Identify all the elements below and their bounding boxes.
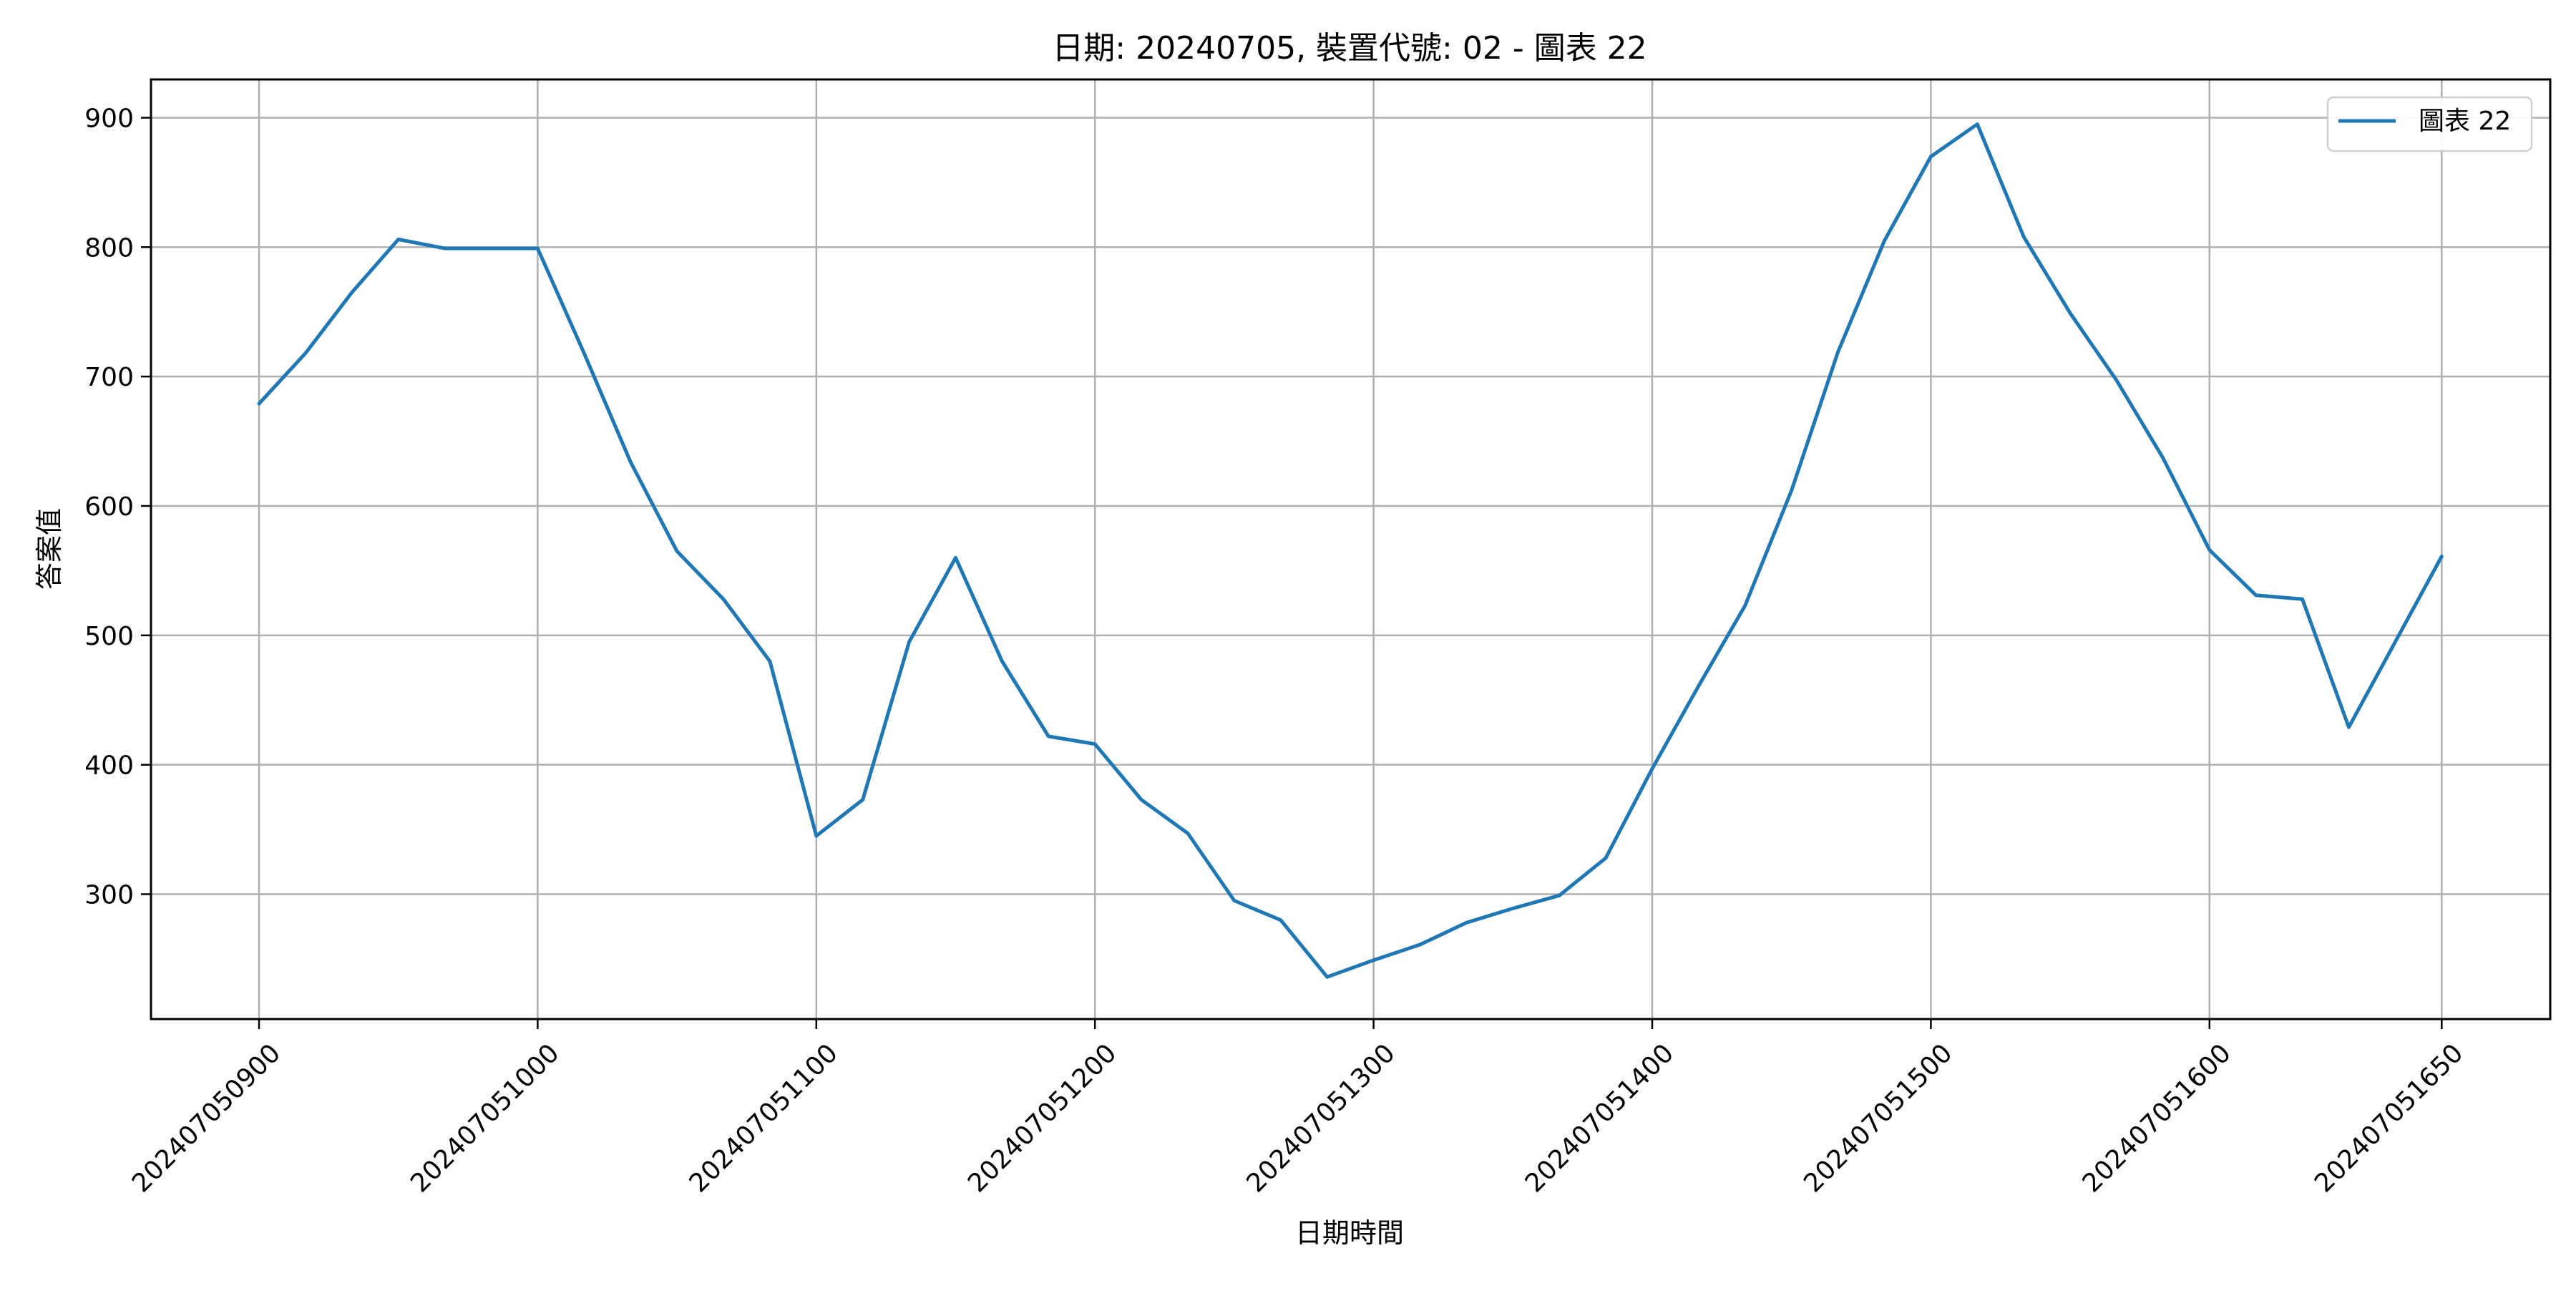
data-point bbox=[1464, 920, 1468, 925]
data-point bbox=[1975, 122, 1979, 127]
data-point bbox=[1186, 832, 1190, 836]
data-point bbox=[2114, 379, 2119, 383]
data-point bbox=[861, 797, 865, 802]
data-point bbox=[443, 246, 447, 250]
data-point bbox=[1000, 659, 1004, 663]
plot-frame bbox=[150, 78, 2552, 1020]
data-point bbox=[303, 351, 308, 356]
series-line bbox=[257, 122, 2444, 979]
data-point bbox=[2301, 597, 2305, 601]
data-point bbox=[1883, 238, 1887, 243]
data-point bbox=[1743, 603, 1747, 608]
data-point bbox=[1418, 942, 1423, 947]
data-point bbox=[1046, 734, 1050, 739]
data-point bbox=[1790, 488, 1794, 492]
data-point bbox=[954, 555, 958, 560]
y-tick-label: 900 bbox=[84, 104, 134, 134]
data-point bbox=[535, 246, 540, 250]
data-point bbox=[2207, 547, 2212, 552]
data-point bbox=[257, 401, 261, 406]
y-tick-label: 600 bbox=[84, 492, 134, 522]
data-point bbox=[2439, 555, 2444, 559]
x-axis-label: 日期時間 bbox=[1295, 1217, 1404, 1249]
data-point bbox=[675, 549, 679, 553]
legend: 圖表 22 bbox=[2326, 96, 2533, 152]
data-point bbox=[768, 659, 772, 663]
data-point bbox=[1928, 155, 1933, 159]
data-point bbox=[1279, 918, 1283, 922]
data-point bbox=[628, 460, 633, 464]
data-point bbox=[2161, 456, 2165, 460]
y-tick-label: 500 bbox=[84, 622, 134, 651]
y-axis-label: 答案值 bbox=[34, 508, 65, 590]
y-tick-label: 400 bbox=[84, 751, 134, 781]
data-point bbox=[1139, 797, 1143, 802]
data-point bbox=[489, 246, 494, 250]
data-point bbox=[721, 597, 726, 601]
data-point bbox=[2068, 311, 2072, 316]
data-point bbox=[1697, 683, 1701, 688]
legend-label: 圖表 22 bbox=[2419, 107, 2511, 136]
y-tick-label: 800 bbox=[84, 233, 134, 263]
data-point bbox=[350, 291, 354, 295]
data-point bbox=[2021, 235, 2026, 239]
legend-box bbox=[2326, 96, 2533, 152]
data-point bbox=[1604, 856, 1608, 860]
data-point bbox=[582, 351, 586, 356]
data-point bbox=[1557, 893, 1561, 897]
y-tick-label: 300 bbox=[84, 881, 134, 910]
data-point bbox=[396, 237, 401, 241]
data-point bbox=[1093, 742, 1097, 746]
data-point bbox=[814, 834, 819, 838]
data-point bbox=[907, 640, 912, 644]
data-point bbox=[2347, 725, 2351, 729]
data-point bbox=[1511, 906, 1515, 910]
data-point bbox=[1232, 899, 1236, 903]
data-point bbox=[1836, 350, 1840, 354]
series-layer bbox=[257, 122, 2444, 979]
y-tick-label: 700 bbox=[84, 363, 134, 392]
data-point bbox=[1372, 958, 1376, 963]
data-point bbox=[2254, 593, 2258, 598]
chart-title: 日期: 20240705, 裝置代號: 02 - 圖表 22 bbox=[1052, 30, 1646, 67]
data-point bbox=[2393, 640, 2397, 644]
data-point bbox=[1650, 766, 1654, 771]
data-point bbox=[1325, 975, 1330, 979]
grid-lines bbox=[151, 79, 2550, 1019]
